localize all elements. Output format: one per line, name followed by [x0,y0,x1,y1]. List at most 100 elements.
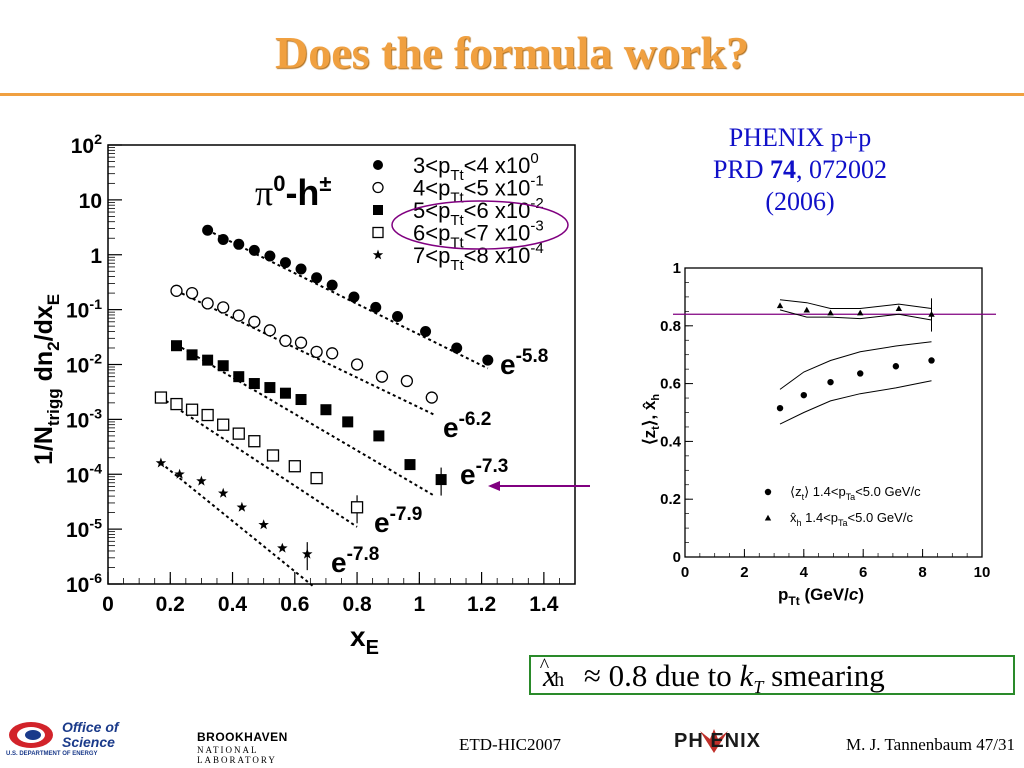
data-point [217,418,230,431]
data-point [827,378,834,386]
annotation-arrowhead [488,481,500,491]
fit-line [175,343,436,497]
data-point [404,459,416,471]
doe-logo-text: Office of Science [62,719,119,750]
data-point [279,387,291,399]
data-point [482,354,494,366]
data-point [392,310,404,322]
legend-label: 7<pTt<8 x10-4 [413,240,544,274]
footer-conference: ETD-HIC2007 [459,735,561,754]
data-point [201,408,214,422]
data-point [800,391,807,399]
data-point [279,257,291,269]
data-point [302,548,313,559]
data-point [170,284,183,297]
data-point [400,374,414,388]
fit-label: e-7.3 [460,456,508,490]
data-point [288,460,301,473]
x-tick-label: 0 [102,593,114,616]
data-point [342,416,354,428]
legend-label: x̂h 1.4<pTa<5.0 GeV/c [790,510,913,528]
data-point [155,457,167,468]
x-tick-label: 1 [413,593,425,616]
series-zt [776,341,935,425]
legend-label: 6<pTt<7 x10-3 [413,218,544,252]
data-point [233,238,245,250]
highlight-ellipse [391,200,569,250]
citation-line1: PHENIX p+p [728,123,872,152]
fit-label: e-7.8 [331,544,379,578]
legend-marker [372,249,384,260]
x-tick-label: 8 [918,564,926,581]
data-point [310,471,323,485]
x-tick-label: 4 [800,564,809,581]
series-5: e-7.8 [155,457,379,588]
series-4: e-7.9 [154,391,422,538]
data-point [311,272,323,284]
data-point [248,378,260,390]
data-point [170,340,182,352]
data-point [420,325,432,337]
x-tick-label: 0.6 [280,593,309,616]
data-point [233,371,245,383]
data-point [350,501,364,514]
brookhaven-logo: BROOKHAVEN NATIONAL LABORATORY [197,728,327,765]
data-point [827,309,834,316]
y-axis-label: 1/Ntrigg dn2/dxE [30,294,63,465]
y-tick-label: 1 [673,260,681,277]
data-point [217,360,229,372]
citation-line2: PRD 74, 072002 [712,155,888,184]
fit-line [160,396,358,528]
band-lower [779,309,932,321]
data-point [217,301,230,314]
xe-distribution-chart: 0 0.2 0.4 0.6 0.8 1 1.2 1.4 102 10 1 10-1 10-2 10-3 10… [30,132,576,659]
x-tick-label: 10 [974,564,991,581]
y-tick-label: 0.8 [660,318,681,335]
annotations [488,481,590,491]
legend-label: 3<pTt<4 x100 [413,150,539,184]
data-point [375,370,389,383]
legend-marker [764,514,772,521]
x-tick-label: 0.8 [342,593,372,616]
y-tick-label: 10-3 [66,407,102,433]
y-tick-label: 10-1 [66,297,102,323]
data-point [201,297,214,310]
phenix-logo: PH ENIX [674,727,792,757]
legend-marker [373,160,383,170]
data-point [348,291,360,303]
bnl-logo-name: BROOKHAVEN [197,730,288,744]
data-point [370,301,382,313]
data-point [435,474,447,486]
data-point [776,404,784,412]
data-point [217,233,229,245]
band-upper [779,341,932,390]
fit-line [207,229,489,370]
data-point [857,370,864,377]
x-tick-label: 0 [681,564,689,581]
doe-swirl-icon [9,722,53,748]
data-point [154,391,168,404]
data-point [279,334,292,347]
data-point [248,435,261,448]
x-tick-label: 6 [859,564,867,581]
data-point [218,487,229,498]
data-point [196,475,207,486]
data-point [294,336,308,349]
citation: PHENIX p+p PRD 74, 072002 (2006) [655,122,945,218]
bnl-logo-sub: NATIONAL LABORATORY [197,745,277,765]
slide-title: Does the formula work? [275,27,749,78]
x-tick-label: 1.2 [467,593,496,616]
data-point [174,468,185,479]
data-point [295,263,307,275]
data-point [857,309,864,316]
data-point [425,391,438,404]
y-tick-label: 10-6 [66,571,102,597]
conclusion-text: x^h ≈ 0.8 due to kT smearing [539,655,885,698]
plot-inner-label: π0-h± [255,171,332,213]
data-point [895,305,903,312]
data-point [373,430,385,442]
y-tick-label: 10-2 [66,352,102,378]
y-tick-label: 10-5 [66,516,102,542]
data-point [451,342,463,354]
legend-marker [372,226,384,239]
